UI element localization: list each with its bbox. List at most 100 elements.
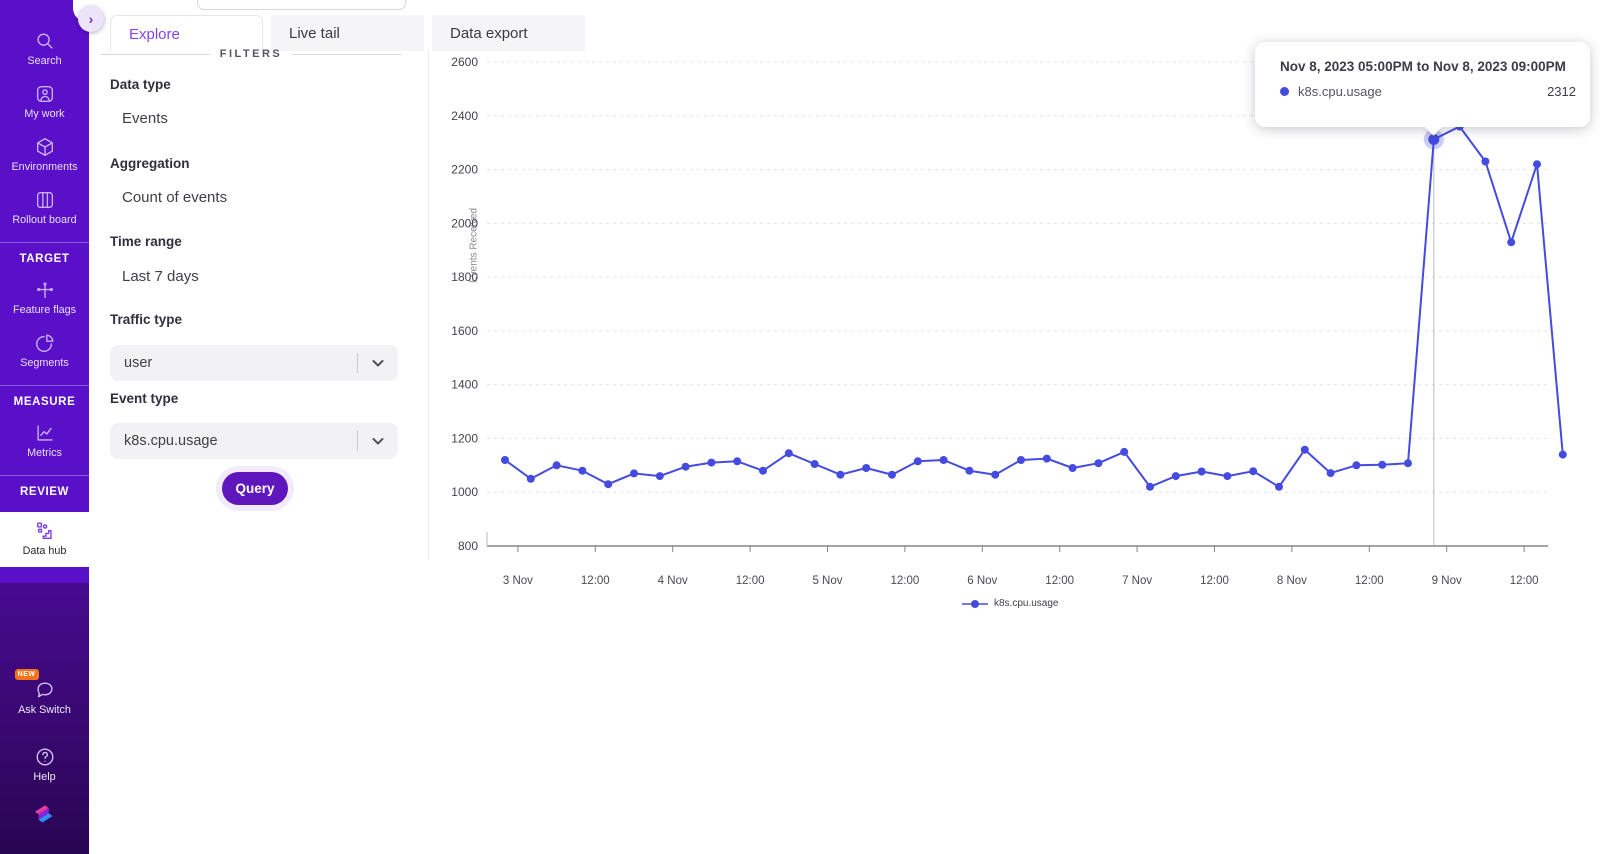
x-tick-label: 12:00 — [1045, 575, 1074, 587]
data-point — [888, 470, 896, 479]
data-point — [1533, 160, 1541, 169]
data-point — [578, 466, 587, 475]
sidebar-item-environments[interactable]: Environments — [0, 136, 89, 173]
tab-explore[interactable]: Explore — [110, 15, 263, 51]
x-tick-label: 5 Nov — [812, 575, 842, 587]
data-point — [630, 469, 638, 478]
series-dot-icon — [1280, 87, 1289, 96]
sidebar-section-target: TARGET — [19, 253, 70, 265]
data-point — [965, 466, 974, 475]
sidebar-item-help[interactable]: Help — [0, 746, 89, 783]
metrics-icon — [36, 425, 53, 441]
data-point — [1404, 459, 1412, 468]
data-point — [1223, 472, 1232, 481]
sidebar-item-ask-switch[interactable]: NEW Ask Switch — [0, 669, 89, 716]
search-box-partial[interactable] — [197, 0, 406, 10]
x-tick-label: 12:00 — [1355, 575, 1384, 587]
sidebar-item-label: Metrics — [27, 447, 62, 459]
sidebar-item-label: Segments — [20, 357, 69, 369]
sidebar-item-segments[interactable]: Segments — [0, 332, 89, 369]
data-point — [784, 449, 793, 458]
chart-legend[interactable]: k8s.cpu.usage — [962, 598, 1059, 609]
sidebar: Search My work Environments Rollout board TA… — [0, 0, 104, 854]
chevron-down-icon — [372, 360, 384, 367]
data-point — [604, 480, 613, 489]
sidebar-expand-button[interactable]: › — [78, 6, 104, 32]
query-button[interactable]: Query — [222, 472, 288, 505]
filter-label-event-type: Event type — [110, 391, 179, 406]
y-tick-label: 2600 — [451, 55, 478, 69]
traffic-type-select[interactable]: user — [110, 345, 398, 381]
sidebar-item-label: Search — [27, 55, 62, 67]
chart-tooltip: Nov 8, 2023 05:00PM to Nov 8, 2023 09:00… — [1255, 42, 1590, 127]
sidebar-item-label: Environments — [11, 161, 78, 173]
legend-marker-icon — [962, 599, 988, 608]
chevron-down-icon — [372, 438, 384, 445]
data-point — [1042, 454, 1051, 463]
sidebar-divider — [0, 242, 89, 243]
sidebar-item-feature-flags[interactable]: Feature flags — [0, 279, 89, 316]
sidebar-item-label: Rollout board — [12, 214, 77, 226]
x-tick-label: 12:00 — [736, 575, 765, 587]
filter-label-time-range: Time range — [110, 234, 182, 249]
x-tick-label: 4 Nov — [658, 575, 688, 587]
sidebar-divider — [0, 475, 89, 476]
x-tick-label: 6 Nov — [967, 575, 997, 587]
data-point — [913, 457, 922, 466]
data-point — [655, 472, 664, 481]
data-point — [1017, 456, 1025, 464]
data-point — [1275, 482, 1283, 491]
x-tick-label: 3 Nov — [503, 575, 533, 587]
tooltip-series-value: 2312 — [1547, 84, 1576, 99]
search-icon — [36, 33, 53, 49]
data-point — [1120, 447, 1129, 456]
sidebar-item-search[interactable]: Search — [0, 30, 89, 67]
y-tick-label: 2400 — [451, 109, 478, 123]
selected-value: k8s.cpu.usage — [124, 433, 218, 449]
tab-live-tail[interactable]: Live tail — [271, 15, 424, 51]
ask-switch-icon — [36, 682, 53, 698]
sidebar-item-label: Help — [33, 771, 56, 783]
sidebar-bottom: NEW Ask Switch Help — [0, 583, 89, 854]
data-point — [1326, 469, 1335, 478]
filter-label-data-type: Data type — [110, 77, 171, 92]
x-tick-label: 9 Nov — [1432, 575, 1462, 587]
selected-value: user — [124, 355, 153, 371]
data-point — [810, 460, 819, 468]
data-point — [707, 458, 716, 467]
rollout-board-icon — [36, 191, 53, 209]
x-tick-label: 12:00 — [1510, 575, 1539, 587]
data-point — [1558, 450, 1567, 459]
x-tick-label: 12:00 — [1200, 575, 1229, 587]
sidebar-item-my-work[interactable]: My work — [0, 83, 89, 120]
data-point — [1249, 467, 1258, 476]
x-tick-label: 8 Nov — [1277, 575, 1307, 587]
sidebar-item-label: Data hub — [22, 545, 67, 557]
chart-plot-area[interactable] — [487, 62, 1548, 546]
new-badge: NEW — [14, 669, 39, 680]
data-point — [1171, 472, 1180, 481]
data-point — [1378, 460, 1387, 469]
tooltip-series-row: k8s.cpu.usage 2312 — [1280, 84, 1576, 99]
filter-value-time-range: Last 7 days — [122, 268, 199, 285]
event-type-select[interactable]: k8s.cpu.usage — [110, 423, 398, 459]
data-point — [552, 461, 561, 470]
data-point — [501, 456, 509, 464]
data-hub-icon — [36, 522, 52, 540]
legend-label: k8s.cpu.usage — [994, 598, 1059, 609]
data-point — [939, 456, 948, 464]
data-point — [991, 470, 1000, 479]
y-tick-label: 1800 — [451, 270, 478, 284]
filter-value-data-type: Events — [122, 110, 168, 127]
y-tick-label: 1000 — [451, 485, 478, 499]
sidebar-item-rollout-board[interactable]: Rollout board — [0, 189, 89, 226]
segments-icon — [35, 334, 53, 352]
tab-data-export[interactable]: Data export — [432, 15, 585, 51]
data-point — [1068, 464, 1077, 472]
y-tick-label: 2200 — [451, 163, 478, 177]
sidebar-item-data-hub[interactable]: Data hub — [0, 512, 89, 567]
dropdown-divider — [357, 431, 358, 451]
sidebar-item-metrics[interactable]: Metrics — [0, 422, 89, 459]
filter-value-aggregation: Count of events — [122, 189, 228, 206]
